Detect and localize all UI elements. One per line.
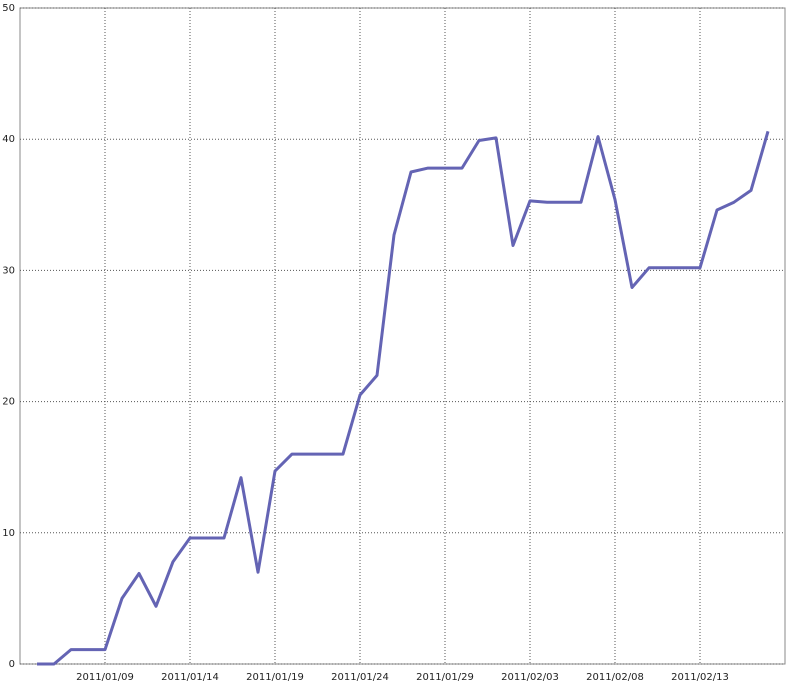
- x-tick-label: 2011/02/08: [586, 672, 644, 683]
- y-tick-label: 20: [2, 397, 15, 408]
- x-tick-label: 2011/02/03: [501, 672, 559, 683]
- x-tick-label: 2011/01/09: [76, 672, 134, 683]
- x-tick-label: 2011/01/29: [416, 672, 474, 683]
- y-tick-label: 30: [2, 265, 15, 276]
- data-line: [37, 130, 770, 666]
- x-tick-label: 2011/01/19: [246, 672, 304, 683]
- x-tick-label: 2011/01/14: [161, 672, 219, 683]
- x-tick-label: 2011/02/13: [671, 672, 729, 683]
- x-tick-label: 2011/01/24: [331, 672, 389, 683]
- y-tick-label: 0: [9, 659, 15, 670]
- y-tick-label: 50: [2, 3, 15, 14]
- plot-frame: [19, 7, 786, 665]
- y-tick-label: 10: [2, 528, 15, 539]
- y-tick-label: 40: [2, 134, 15, 145]
